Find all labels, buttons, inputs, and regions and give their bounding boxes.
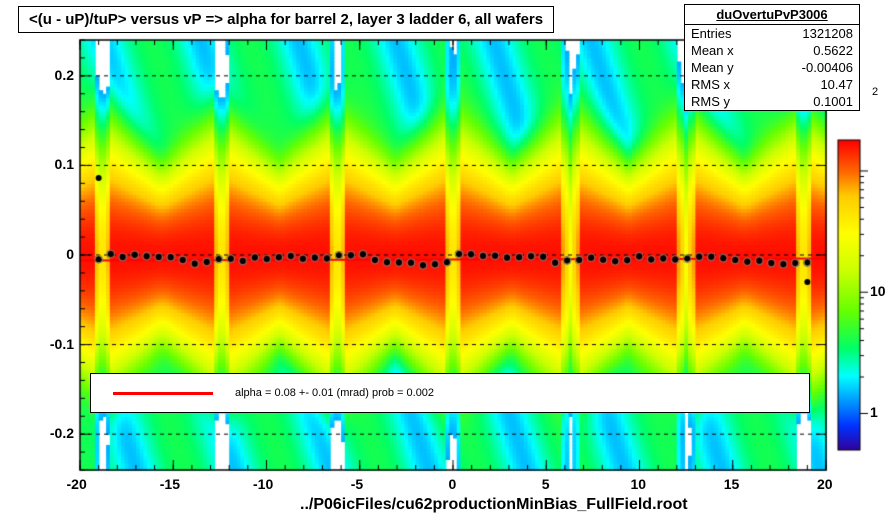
legend-text: alpha = 0.08 +- 0.01 (mrad) prob = 0.002 <box>235 387 434 399</box>
stats-value: 10.47 <box>820 77 853 92</box>
stats-label: Mean x <box>691 43 734 58</box>
z-tick-label: 1 <box>870 404 878 420</box>
z-exp-label: 2 <box>872 86 878 98</box>
x-tick-label: 20 <box>817 476 833 492</box>
y-tick-label: -0.2 <box>30 425 74 441</box>
x-tick-label: 10 <box>631 476 647 492</box>
stats-label: Entries <box>691 26 731 41</box>
stats-name: duOvertuPvP3006 <box>685 5 859 25</box>
stats-row: Entries 1321208 <box>685 25 859 42</box>
chart-title: <(u - uP)/tuP> versus vP => alpha for ba… <box>18 6 554 33</box>
stats-label: RMS y <box>691 94 730 109</box>
stats-row: RMS y 0.1001 <box>685 93 859 110</box>
y-tick-label: 0 <box>30 246 74 262</box>
x-tick-label: -15 <box>160 476 180 492</box>
x-tick-label: -5 <box>351 476 363 492</box>
y-tick-label: -0.1 <box>30 336 74 352</box>
x-tick-label: -10 <box>253 476 273 492</box>
y-tick-label: 0.2 <box>30 67 74 83</box>
stats-row: RMS x 10.47 <box>685 76 859 93</box>
stats-box: duOvertuPvP3006 Entries 1321208 Mean x 0… <box>684 4 860 111</box>
footer-path: ../P06icFiles/cu62productionMinBias_Full… <box>300 496 688 514</box>
x-tick-label: 15 <box>724 476 740 492</box>
z-tick-label: 10 <box>870 283 886 299</box>
x-tick-label: 0 <box>449 476 457 492</box>
stats-label: RMS x <box>691 77 730 92</box>
stats-value: 0.5622 <box>813 43 853 58</box>
fit-legend: alpha = 0.08 +- 0.01 (mrad) prob = 0.002 <box>90 373 810 413</box>
stats-row: Mean x 0.5622 <box>685 42 859 59</box>
stats-value: 0.1001 <box>813 94 853 109</box>
x-tick-label: 5 <box>542 476 550 492</box>
legend-line <box>113 392 213 395</box>
stats-label: Mean y <box>691 60 734 75</box>
y-tick-label: 0.1 <box>30 156 74 172</box>
stats-value: 1321208 <box>802 26 853 41</box>
stats-value: -0.00406 <box>802 60 853 75</box>
x-tick-label: -20 <box>67 476 87 492</box>
stats-row: Mean y -0.00406 <box>685 59 859 76</box>
